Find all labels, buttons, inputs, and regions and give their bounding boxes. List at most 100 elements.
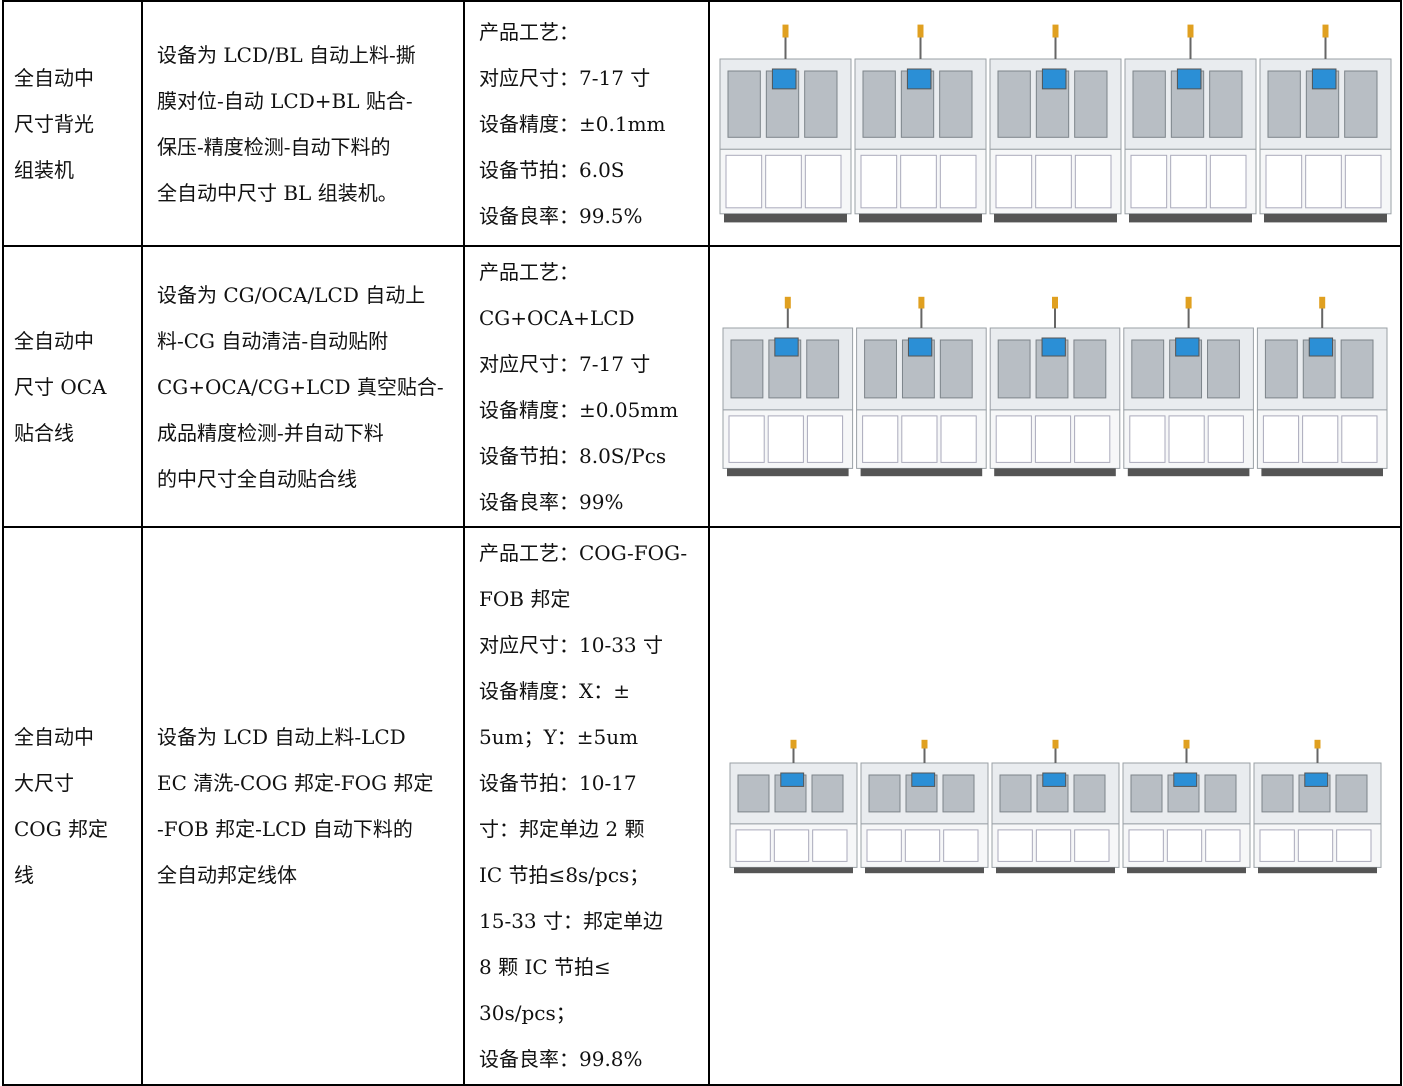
machine-part bbox=[910, 772, 935, 787]
machine-part bbox=[858, 213, 982, 223]
machine-part bbox=[860, 154, 897, 209]
machine-part bbox=[938, 70, 973, 138]
machine-part bbox=[1130, 774, 1162, 812]
machine-part bbox=[1169, 154, 1207, 209]
machine-part bbox=[1209, 154, 1247, 209]
cell-text: 全自动中 bbox=[14, 65, 94, 90]
cell-text: 设备精度：X：± bbox=[479, 679, 630, 703]
machine-part bbox=[1041, 68, 1066, 90]
machine-part bbox=[997, 70, 1031, 138]
machine-part bbox=[1127, 468, 1250, 477]
machine-part bbox=[1340, 339, 1374, 399]
image-cell bbox=[708, 526, 1402, 1086]
cell-text: 设备精度：±0.05mm bbox=[479, 397, 679, 422]
cell-text: 大尺寸 bbox=[14, 771, 74, 795]
cell: 设备为 LCD 自动上料-LCD EC 清洗-COG 邦定-FOG 邦定 -FOB … bbox=[141, 526, 465, 1086]
cell: 全自动中大尺寸 COG 邦定线 bbox=[2, 526, 143, 1086]
machine-part bbox=[773, 828, 809, 862]
cell-text: 全自动中 bbox=[14, 725, 94, 749]
cell-text: 设备良率：99.5% bbox=[479, 203, 643, 228]
cell-text: 对应尺寸：7-17 寸 bbox=[479, 65, 651, 90]
cell-text: 寸：邦定单边 2 颗 bbox=[479, 817, 645, 841]
machine-part bbox=[999, 774, 1031, 812]
machine-part bbox=[1172, 772, 1197, 787]
machine-part bbox=[1257, 866, 1377, 873]
machine-part bbox=[1052, 296, 1058, 309]
machine-part bbox=[782, 24, 788, 38]
machine-part bbox=[803, 70, 837, 138]
cell-text: 线 bbox=[14, 863, 34, 887]
machine-part bbox=[1322, 24, 1328, 38]
machine-part bbox=[864, 339, 897, 399]
machine-part bbox=[1130, 154, 1167, 209]
machine-part bbox=[904, 828, 940, 862]
machine-part bbox=[939, 154, 976, 209]
machine-part bbox=[725, 154, 762, 209]
cell-text: 设备节拍：6.0S bbox=[479, 157, 625, 182]
cell: 产品工艺：COG-FOG- FOB 邦定 对应尺寸：10-33 寸设备精度：X：± 5… bbox=[463, 526, 710, 1086]
machine-part bbox=[774, 337, 799, 357]
machine-part bbox=[1207, 339, 1240, 399]
machine-part bbox=[727, 70, 761, 138]
cell-text: 设备良率：99% bbox=[479, 489, 624, 514]
cell-text: 成品精度检测-并自动下料 bbox=[157, 420, 384, 445]
machine-part bbox=[1034, 415, 1072, 463]
machine-part bbox=[730, 339, 764, 399]
machine-part bbox=[806, 415, 844, 463]
machine-part bbox=[1262, 415, 1300, 463]
machine-part bbox=[1303, 772, 1328, 787]
machine-part bbox=[866, 828, 902, 862]
machine-part bbox=[907, 337, 933, 357]
machine-part bbox=[1041, 772, 1066, 787]
machine-part bbox=[790, 739, 796, 748]
cell-text: 贴合线 bbox=[14, 420, 74, 445]
cell-text: 设备良率：99.8% bbox=[479, 1047, 643, 1071]
machine-part bbox=[995, 154, 1032, 209]
machine-part bbox=[1073, 70, 1107, 138]
cell: 全自动中 尺寸 OCA 贴合线 bbox=[2, 245, 143, 528]
machine-part bbox=[811, 828, 847, 862]
machine-part bbox=[906, 68, 931, 90]
machine-part bbox=[1131, 339, 1165, 399]
cell-text: CG+OCA+LCD bbox=[479, 305, 635, 330]
cell-text: 产品工艺： bbox=[479, 19, 579, 44]
machine-image bbox=[719, 24, 1391, 223]
machine-part bbox=[1267, 70, 1301, 138]
machine-part bbox=[917, 24, 923, 38]
machine-part bbox=[1035, 828, 1071, 862]
cell-text: 设备精度：±0.1mm bbox=[479, 111, 666, 136]
row: 全自动中大尺寸 COG 邦定线 设备为 LCD 自动上料-LCD EC 清洗-COG … bbox=[2, 526, 1402, 1086]
machine-part bbox=[1074, 154, 1112, 209]
machine-part bbox=[1073, 828, 1109, 862]
machine-part bbox=[862, 415, 899, 463]
cell-text: 产品工艺： bbox=[479, 259, 579, 284]
cell-text: COG 邦定 bbox=[14, 817, 109, 841]
machine-part bbox=[1304, 154, 1342, 209]
image-cell bbox=[708, 0, 1402, 247]
machine-part bbox=[727, 468, 849, 477]
machine-part bbox=[1204, 774, 1236, 812]
machine-part bbox=[1073, 339, 1107, 399]
machine-part bbox=[1183, 739, 1189, 748]
machine-part bbox=[733, 866, 853, 873]
machine-part bbox=[806, 339, 840, 399]
cell-text: 尺寸 OCA bbox=[14, 374, 107, 399]
cell-text: 全自动邦定线体 bbox=[157, 863, 297, 887]
machine-part bbox=[1263, 213, 1387, 223]
machine-part bbox=[1052, 739, 1058, 748]
machine-part bbox=[1311, 68, 1336, 90]
machine-part bbox=[1344, 154, 1381, 209]
machine-part bbox=[997, 828, 1033, 862]
machine-part bbox=[804, 154, 842, 209]
machine-part bbox=[1128, 828, 1164, 862]
machine-part bbox=[1261, 468, 1383, 477]
machine-part bbox=[1175, 337, 1200, 357]
machine-part bbox=[1335, 774, 1367, 812]
machine-part bbox=[1319, 296, 1326, 309]
machine-part bbox=[764, 154, 802, 209]
cell-text: 尺寸背光 bbox=[14, 111, 94, 136]
machine-part bbox=[1308, 337, 1334, 357]
machine-part bbox=[811, 774, 843, 812]
